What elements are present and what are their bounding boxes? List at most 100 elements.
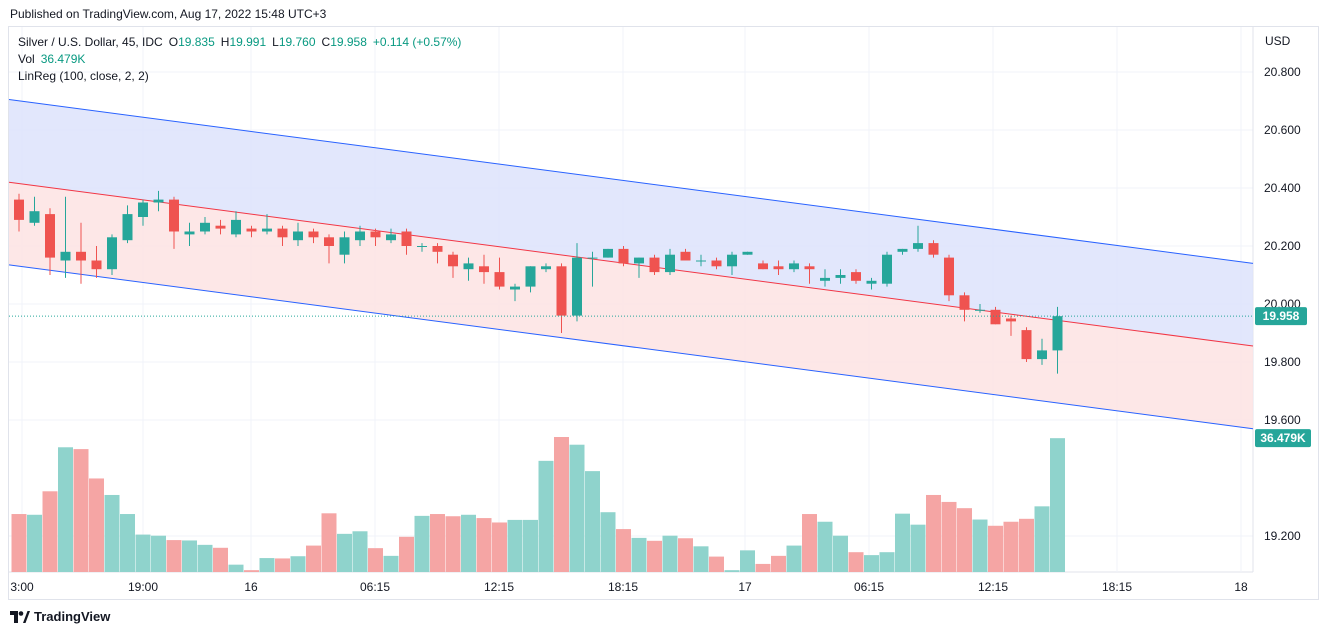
volume-bar: [833, 535, 848, 572]
published-caption: Published on TradingView.com, Aug 17, 20…: [10, 7, 327, 21]
volume-bar: [523, 519, 538, 572]
candle-body-up: [29, 211, 40, 223]
price-tick-label: 20.600: [1264, 123, 1301, 137]
volume-bar: [182, 540, 197, 572]
candle-body-up: [634, 257, 644, 264]
low-label: L: [272, 35, 279, 49]
volume-bar: [321, 513, 337, 572]
time-axis[interactable]: 3:00 19:00 16 06:15 12:15 18:15 17 06:15 12:15 18…: [10, 580, 1248, 594]
volume-bar: [306, 545, 321, 572]
linreg-label[interactable]: LinReg (100, close, 2, 2): [18, 69, 149, 83]
candle-body-up: [696, 260, 706, 262]
candle-body-up: [587, 257, 598, 259]
low-value: 19.760: [278, 35, 316, 49]
volume-bar: [585, 471, 600, 572]
volume-bar: [430, 514, 445, 572]
candle-body-down: [370, 231, 381, 238]
candle-body-down: [308, 231, 319, 238]
symbol-title[interactable]: Silver / U.S. Dollar, 45, IDC: [18, 35, 163, 49]
candle-body-up: [572, 257, 582, 316]
candle-body-up: [820, 277, 830, 281]
volume-bar: [957, 508, 972, 572]
chart-frame: [8, 26, 1319, 600]
candle-body-up: [293, 231, 303, 241]
candle-body-down: [215, 225, 226, 229]
time-tick-label: 06:15: [854, 580, 884, 594]
volume-badge-bg: [1255, 429, 1311, 448]
volume-bar: [399, 536, 414, 572]
candle-body-down: [432, 246, 443, 252]
volume-bar: [755, 563, 771, 572]
candle-body-down: [851, 272, 861, 281]
last-price-badge-bg: [1255, 307, 1307, 326]
candle-body-up: [153, 199, 164, 203]
volume-bar: [151, 535, 166, 572]
price-axis[interactable]: USD 20.80020.60020.40020.20020.00019.800…: [1264, 34, 1301, 543]
volume-bar: [461, 514, 476, 572]
volume-bars: [11, 437, 1065, 572]
candle-body-up: [107, 237, 117, 270]
volume-bar: [445, 516, 461, 572]
linreg-bands: [8, 99, 1254, 430]
volume-bar: [569, 444, 585, 572]
upper-band-line: [8, 99, 1254, 264]
legend-ohlc-row: Silver / U.S. Dollar, 45, IDC O19.835 H19.…: [18, 34, 461, 51]
close-value: 19.958: [330, 35, 367, 49]
candle-body-up: [866, 280, 877, 284]
candle-body-up: [138, 202, 148, 217]
volume-bar: [244, 570, 259, 572]
time-tick-label: 12:15: [978, 580, 1008, 594]
volume-bar: [166, 540, 182, 572]
volume-bar: [228, 564, 244, 572]
volume-bar: [42, 491, 58, 572]
candle-body-up: [1052, 316, 1063, 351]
candle-body-down: [479, 266, 489, 273]
volume-bar: [73, 449, 89, 572]
candle-body-up: [727, 254, 737, 267]
volume-bar: [213, 547, 228, 572]
close-label: C: [321, 35, 331, 49]
price-badges: 19.958 36.479K: [1255, 307, 1311, 448]
volume-bar: [988, 525, 1003, 572]
volume-bar: [58, 447, 73, 572]
candle-body-down: [448, 254, 458, 267]
volume-bar: [910, 524, 926, 572]
volume-label[interactable]: Vol: [18, 52, 35, 66]
time-tick-label: 3:00: [10, 580, 34, 594]
candle-body-down: [45, 214, 55, 258]
volume-bar: [1050, 438, 1065, 572]
candle-body-down: [14, 199, 24, 220]
time-tick-label: 18: [1234, 580, 1248, 594]
candle-body-up: [1037, 350, 1047, 360]
candle-body-down: [91, 260, 102, 270]
volume-bar: [492, 522, 507, 572]
candle-body-up: [184, 231, 195, 235]
candle-body-up: [339, 237, 350, 255]
volume-bar: [631, 537, 647, 572]
candle-body-up: [463, 263, 474, 270]
tradingview-brand[interactable]: TradingView: [10, 609, 110, 624]
candle-body-down: [990, 309, 1001, 325]
candle-body-up: [897, 248, 908, 252]
volume-bar: [290, 556, 306, 572]
candle-body-down: [680, 251, 691, 261]
high-label: H: [220, 35, 230, 49]
candlesticks[interactable]: [14, 190, 1063, 374]
regression-mid-line: [8, 181, 1254, 347]
candle-body-down: [711, 260, 722, 267]
volume-bar: [120, 514, 135, 572]
volume-bar: [895, 513, 910, 572]
volume-bar: [740, 550, 755, 572]
change-value: +0.114 (+0.57%): [372, 35, 462, 49]
volume-bar: [709, 556, 724, 572]
candle-body-down: [1021, 330, 1032, 360]
volume-bar: [383, 555, 399, 572]
volume-bar: [104, 494, 120, 572]
volume-bar: [337, 533, 352, 572]
legend-volume-row: Vol 36.479K: [18, 51, 461, 68]
candle-body-down: [928, 243, 939, 255]
volume-bar: [352, 531, 368, 572]
candle-body-down: [944, 257, 954, 296]
candle-body-up: [122, 214, 133, 241]
